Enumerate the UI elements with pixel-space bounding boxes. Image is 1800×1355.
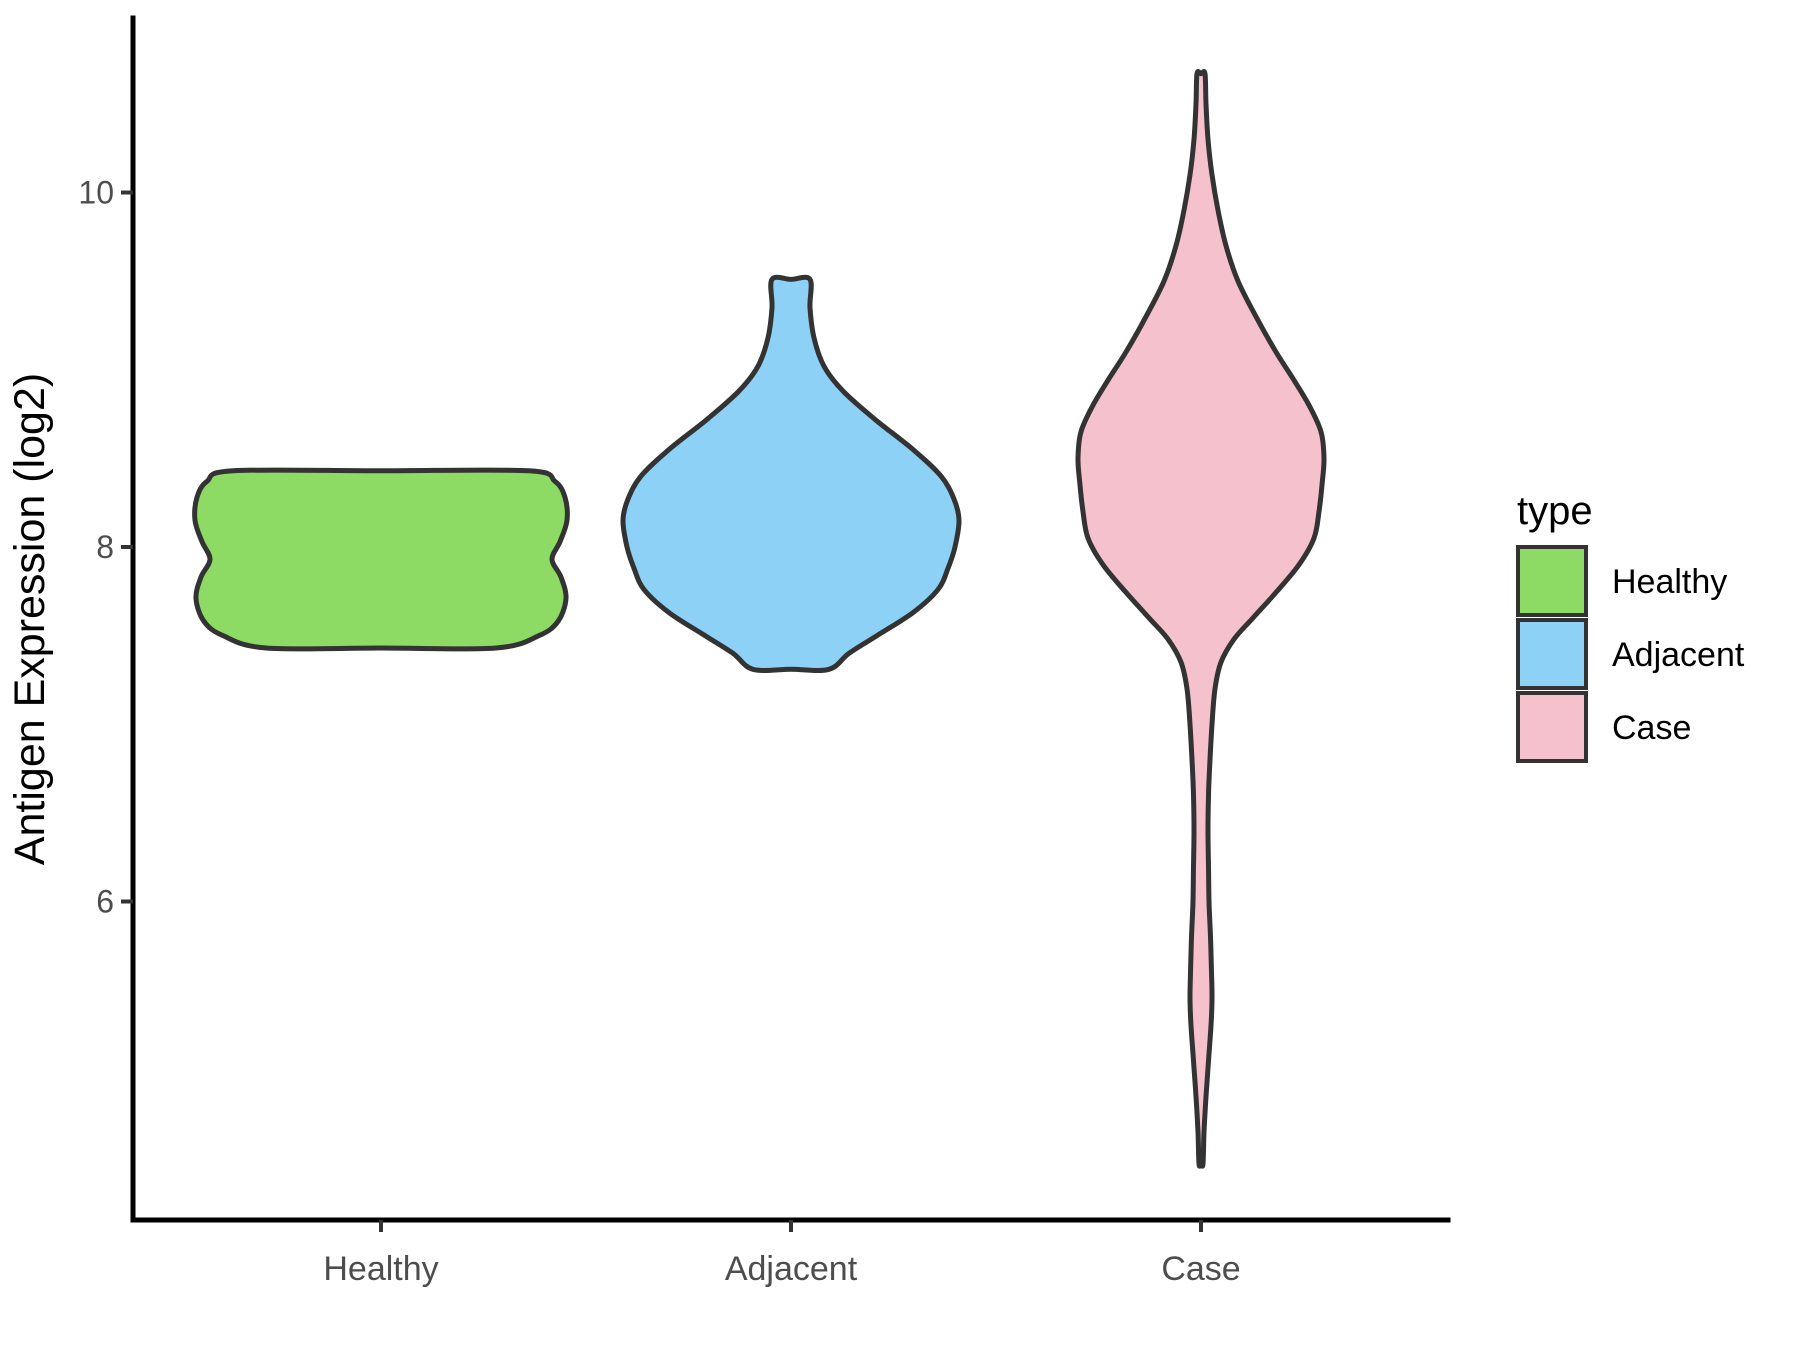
legend-key-adjacent bbox=[1516, 618, 1588, 690]
axis-lines bbox=[130, 15, 1451, 1223]
x-axis-label-adjacent: Adjacent bbox=[725, 1250, 858, 1288]
legend-label-healthy: Healthy bbox=[1612, 563, 1727, 601]
legend-key-case bbox=[1516, 691, 1588, 763]
legend-label-adjacent: Adjacent bbox=[1612, 636, 1745, 674]
y-axis-tick-label: 6 bbox=[96, 884, 114, 920]
violin-adjacent bbox=[620, 274, 962, 673]
legend-label-case: Case bbox=[1612, 709, 1691, 747]
y-axis-tick-label: 10 bbox=[78, 175, 114, 211]
violin-case bbox=[1075, 69, 1327, 1169]
x-axis-label-healthy: Healthy bbox=[323, 1250, 438, 1288]
y-axis-title: Antigen Expression (log2) bbox=[6, 373, 54, 865]
violin-healthy bbox=[192, 467, 570, 652]
x-axis-label-case: Case bbox=[1161, 1250, 1240, 1288]
legend-key-healthy bbox=[1516, 545, 1588, 617]
y-axis-tick-label: 8 bbox=[96, 529, 114, 565]
legend-title: type bbox=[1517, 489, 1593, 533]
